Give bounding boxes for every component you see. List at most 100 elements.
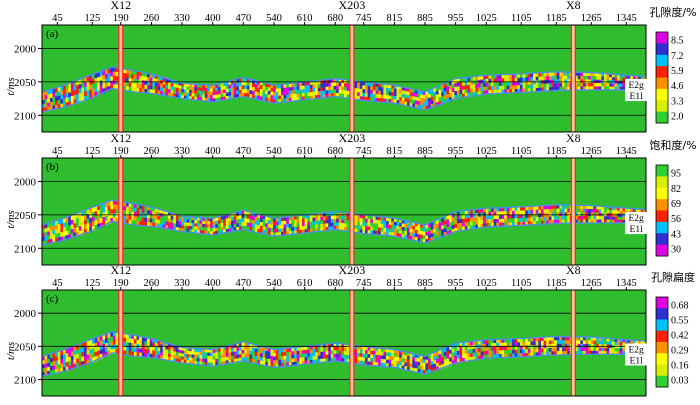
attribute-cell bbox=[170, 354, 174, 358]
attribute-cell bbox=[354, 221, 358, 226]
attribute-cell bbox=[141, 336, 145, 342]
attribute-cell bbox=[346, 355, 350, 360]
attribute-cell bbox=[386, 98, 389, 103]
attribute-cell bbox=[475, 209, 479, 214]
attribute-cell bbox=[123, 218, 127, 224]
attribute-cell bbox=[619, 216, 623, 221]
attribute-cell bbox=[530, 80, 534, 85]
attribute-cell bbox=[194, 83, 198, 88]
attribute-cell bbox=[593, 344, 597, 348]
attribute-cell bbox=[126, 73, 129, 79]
attribute-cell bbox=[128, 211, 132, 216]
attribute-cell bbox=[170, 347, 174, 352]
x-tick-label: 260 bbox=[144, 278, 160, 289]
attribute-cell bbox=[456, 350, 460, 356]
attribute-cell bbox=[252, 359, 256, 364]
attribute-cell bbox=[580, 347, 584, 352]
attribute-cell bbox=[454, 83, 458, 88]
attribute-cell bbox=[399, 364, 403, 369]
attribute-cell bbox=[42, 236, 45, 242]
attribute-cell bbox=[430, 357, 434, 362]
attribute-cell bbox=[183, 95, 187, 100]
attribute-cell bbox=[55, 364, 59, 370]
attribute-cell bbox=[170, 222, 174, 227]
attribute-cell bbox=[365, 350, 368, 355]
attribute-cell bbox=[128, 346, 132, 352]
attribute-cell bbox=[57, 364, 61, 369]
attribute-cell bbox=[386, 84, 389, 89]
attribute-cell bbox=[590, 215, 594, 220]
attribute-cell bbox=[99, 85, 103, 90]
attribute-cell bbox=[344, 358, 347, 363]
attribute-cell bbox=[422, 228, 426, 232]
attribute-cell bbox=[286, 362, 290, 367]
attribute-cell bbox=[506, 350, 510, 355]
attribute-cell bbox=[52, 361, 56, 366]
attribute-cell bbox=[105, 334, 108, 339]
attribute-cell bbox=[157, 75, 161, 80]
attribute-cell bbox=[527, 352, 531, 357]
attribute-cell bbox=[286, 216, 290, 221]
attribute-cell bbox=[611, 347, 615, 352]
attribute-cell bbox=[162, 213, 166, 218]
attribute-cell bbox=[493, 219, 497, 224]
attribute-cell bbox=[291, 347, 295, 352]
attribute-cell bbox=[480, 75, 484, 80]
attribute-cell bbox=[168, 225, 171, 230]
attribute-cell bbox=[438, 357, 442, 362]
attribute-cell bbox=[456, 94, 460, 99]
attribute-cell bbox=[220, 83, 224, 87]
attribute-cell bbox=[296, 350, 300, 355]
attribute-cell bbox=[68, 229, 72, 235]
attribute-cell bbox=[556, 340, 560, 345]
attribute-cell bbox=[451, 80, 455, 85]
colorbar-swatch bbox=[656, 88, 668, 101]
attribute-cell bbox=[462, 218, 466, 223]
attribute-cell bbox=[70, 95, 74, 101]
attribute-cell bbox=[559, 343, 563, 348]
colorbar-frame bbox=[655, 31, 669, 124]
attribute-cell bbox=[428, 369, 431, 374]
attribute-cell bbox=[512, 353, 515, 358]
attribute-cell bbox=[609, 216, 613, 220]
attribute-cell bbox=[207, 84, 211, 89]
attribute-cell bbox=[414, 229, 418, 234]
x-tick-label: 1185 bbox=[546, 13, 567, 24]
attribute-cell bbox=[533, 209, 537, 214]
attribute-cell bbox=[464, 218, 468, 223]
attribute-cell bbox=[299, 354, 303, 358]
attribute-cell bbox=[593, 72, 597, 77]
attribute-cell bbox=[333, 343, 337, 348]
attribute-cell bbox=[259, 229, 263, 234]
attribute-cell bbox=[63, 231, 66, 237]
attribute-cell bbox=[412, 92, 416, 97]
attribute-cell bbox=[73, 86, 77, 91]
attribute-cell bbox=[241, 345, 245, 351]
attribute-cell bbox=[446, 94, 450, 99]
attribute-cell bbox=[559, 336, 563, 341]
attribute-cell bbox=[401, 94, 405, 98]
attribute-cell bbox=[601, 219, 605, 224]
attribute-cell bbox=[441, 353, 445, 358]
attribute-cell bbox=[548, 351, 552, 356]
attribute-cell bbox=[556, 351, 560, 356]
attribute-cell bbox=[535, 348, 539, 353]
attribute-cell bbox=[299, 357, 303, 362]
attribute-cell bbox=[425, 370, 429, 375]
attribute-cell bbox=[288, 216, 292, 221]
attribute-cell bbox=[493, 82, 497, 87]
attribute-cell bbox=[312, 224, 316, 229]
attribute-cell bbox=[133, 352, 137, 357]
attribute-cell bbox=[493, 211, 497, 216]
attribute-cell bbox=[593, 86, 597, 91]
attribute-cell bbox=[183, 89, 187, 93]
attribute-cell bbox=[459, 358, 463, 363]
attribute-cell bbox=[438, 234, 442, 239]
attribute-cell bbox=[365, 93, 368, 98]
attribute-cell bbox=[556, 71, 560, 76]
attribute-cell bbox=[388, 88, 392, 93]
attribute-cell bbox=[588, 343, 592, 348]
attribute-cell bbox=[157, 86, 161, 91]
attribute-cell bbox=[362, 225, 366, 230]
attribute-cell bbox=[428, 354, 431, 359]
